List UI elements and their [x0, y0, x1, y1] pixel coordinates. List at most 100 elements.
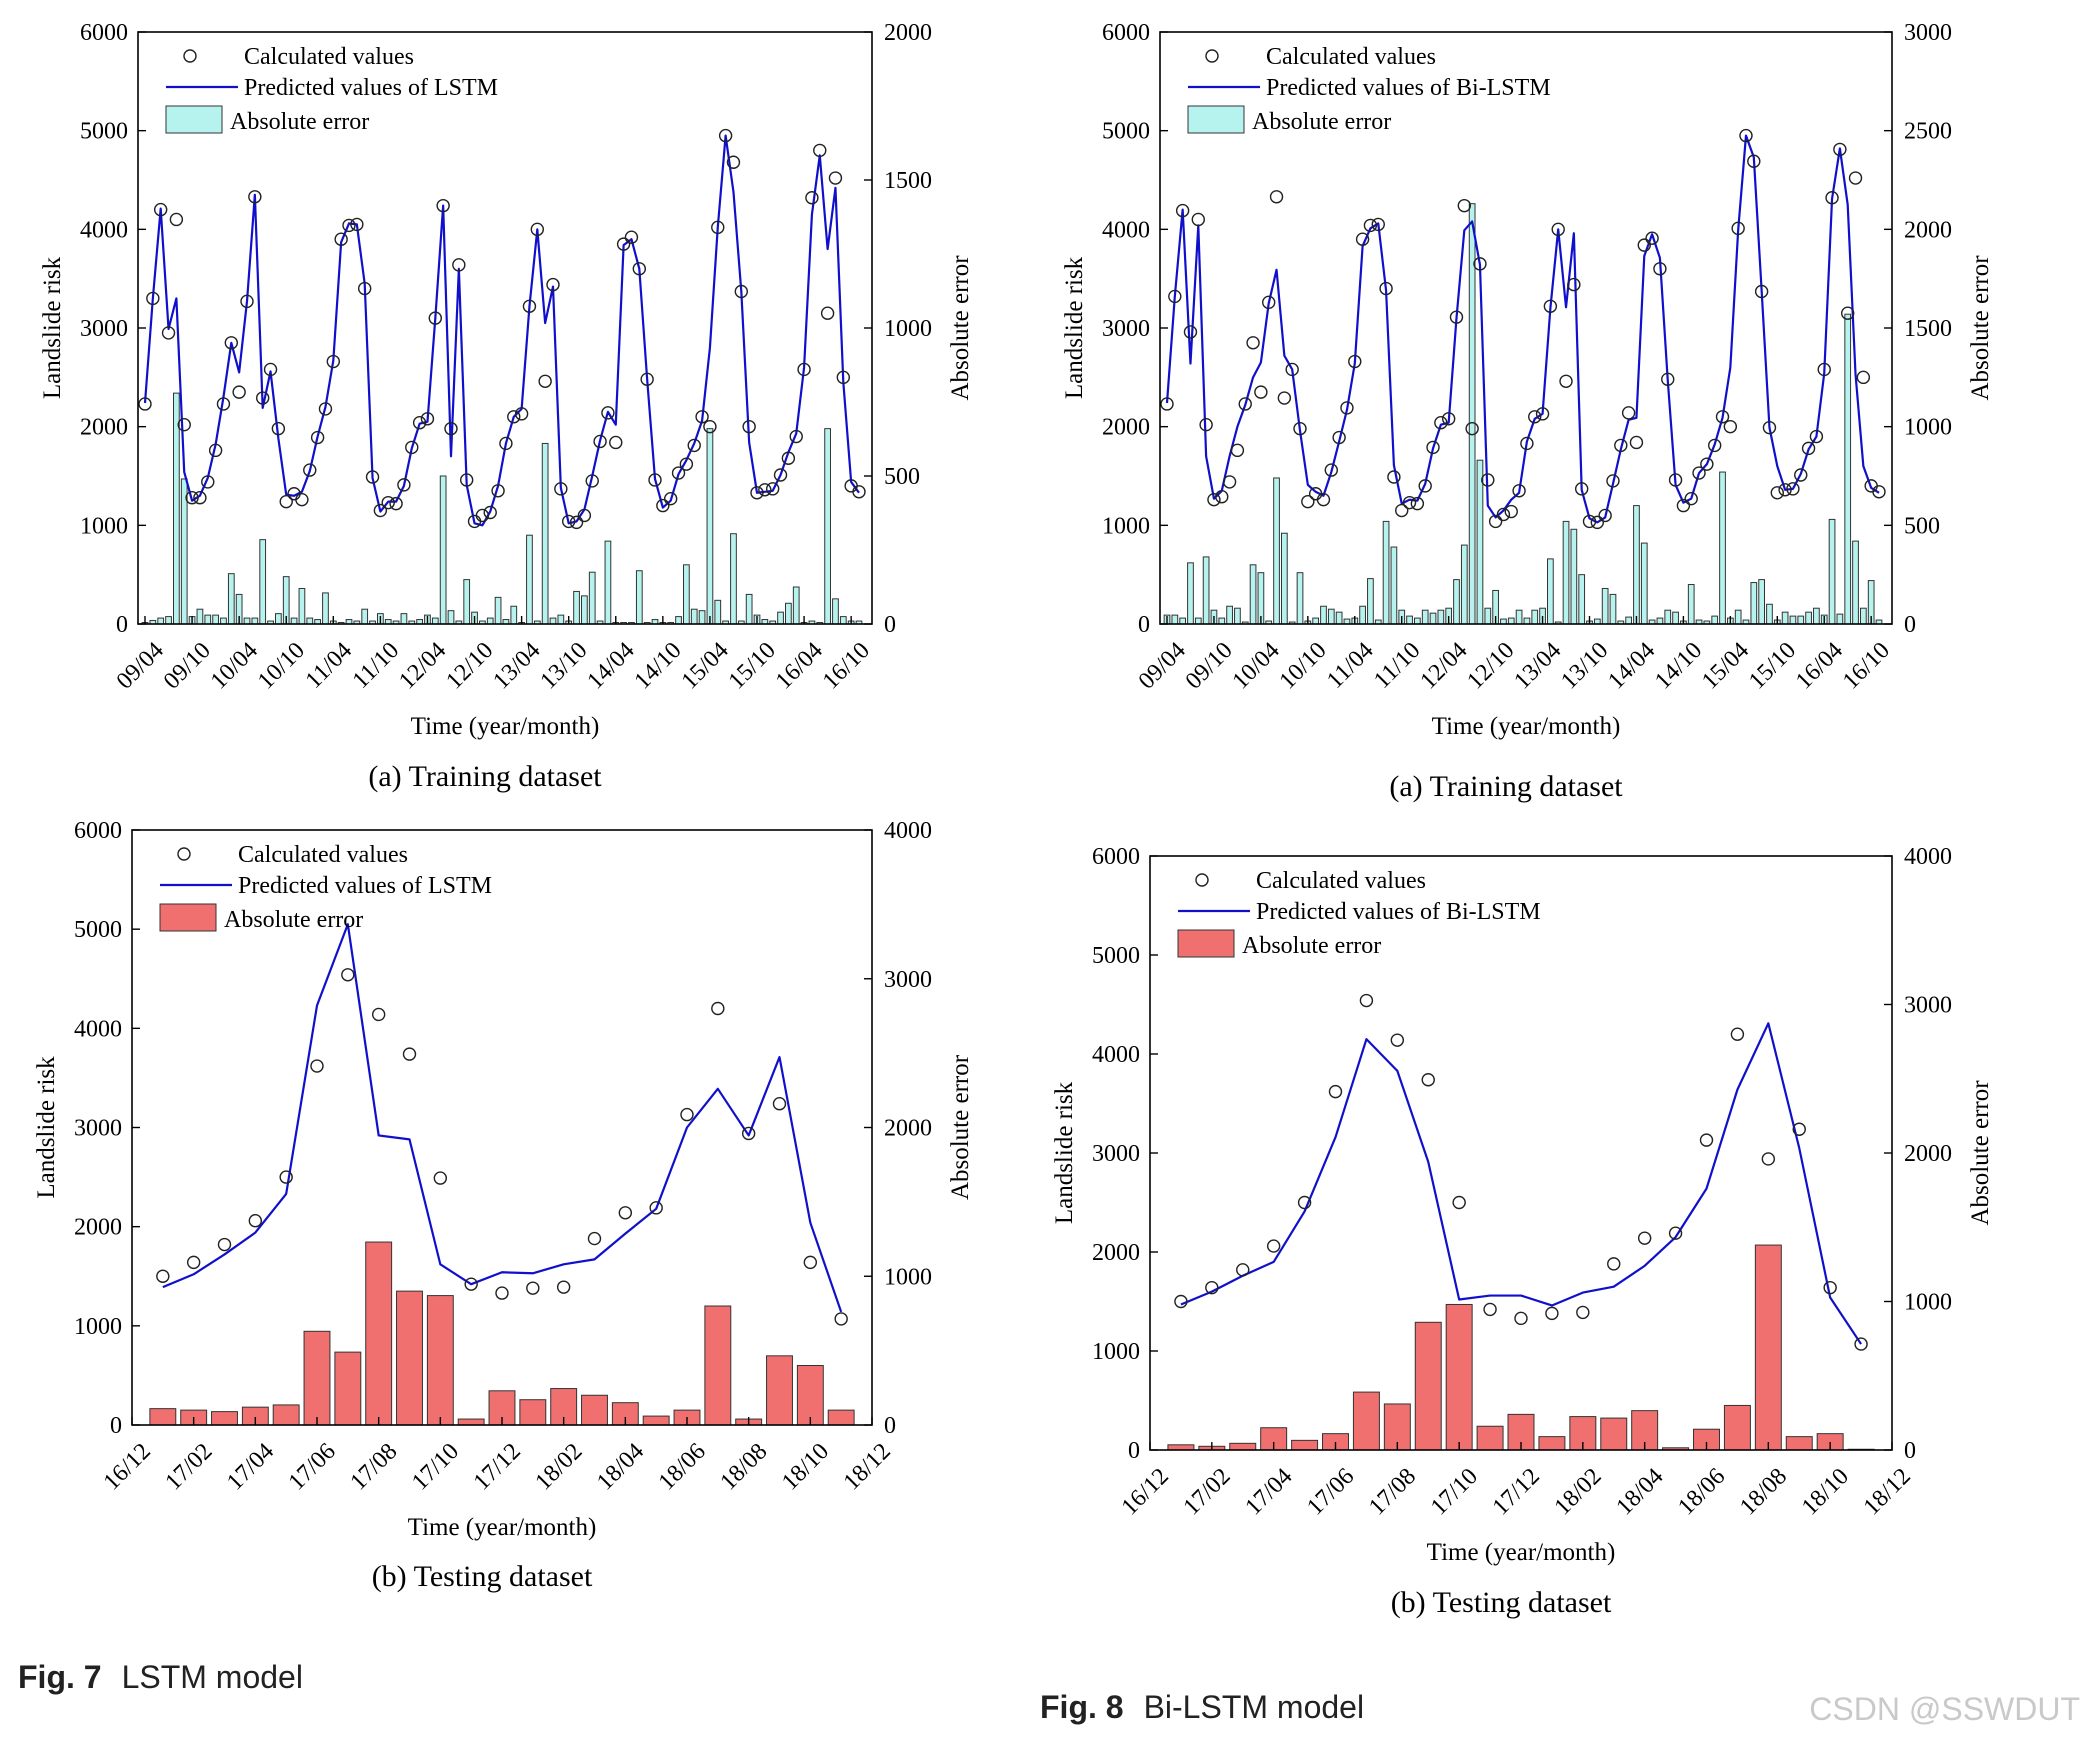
- x-tick-label: 18/02: [530, 1438, 587, 1495]
- y2-tick-label: 500: [1904, 513, 1940, 539]
- y-tick-label: 4000: [1102, 217, 1150, 243]
- x-tick-label: 17/12: [469, 1438, 526, 1495]
- calculated-point: [1730, 1027, 1745, 1041]
- calculated-point: [433, 1171, 448, 1185]
- x-tick-label: 13/10: [1556, 637, 1613, 694]
- calculated-point: [402, 1047, 417, 1061]
- y-axis-title: Landslide risk: [1061, 256, 1088, 399]
- calculated-point: [420, 412, 435, 426]
- calculated-point: [1236, 1263, 1250, 1277]
- error-bar: [1562, 520, 1570, 625]
- calculated-point: [1692, 466, 1706, 480]
- x-tick-label: 18/06: [654, 1438, 711, 1495]
- y-tick-label: 6000: [80, 20, 128, 46]
- calculated-point: [1653, 262, 1667, 276]
- calculated-point: [1731, 221, 1745, 236]
- x-tick-label: 17/08: [345, 1438, 402, 1495]
- calculated-point: [711, 1001, 725, 1016]
- y-tick-label: 3000: [80, 316, 128, 342]
- calculated-point: [1266, 1239, 1281, 1253]
- x-tick-label: 10/04: [206, 637, 263, 694]
- error-bar: [1609, 593, 1617, 625]
- error-bar: [212, 614, 219, 625]
- calculated-point: [161, 326, 176, 340]
- error-bar: [1852, 540, 1859, 625]
- calculated-point: [169, 212, 184, 227]
- calculated-point: [1582, 514, 1597, 529]
- error-bar: [1390, 546, 1398, 625]
- calculated-point: [1520, 436, 1534, 451]
- y-tick-label: 1000: [80, 513, 128, 539]
- x-tick-label: 10/04: [1228, 637, 1285, 694]
- calculated-point: [1792, 1122, 1806, 1136]
- x-tick-label: 16/10: [818, 637, 875, 694]
- error-bar: [334, 1351, 362, 1426]
- calculated-point: [1390, 1033, 1405, 1047]
- calculated-point: [1606, 474, 1620, 488]
- predicted-line: [162, 923, 843, 1313]
- y-tick-label: 3000: [1092, 1141, 1140, 1167]
- x-tick-label: 17/12: [1488, 1463, 1545, 1520]
- calculated-point: [146, 291, 160, 306]
- x-tick-label: 12/10: [441, 637, 498, 694]
- calculated-point: [248, 1214, 263, 1228]
- calculated-point: [1160, 397, 1174, 411]
- error-bar: [1179, 617, 1187, 625]
- y2-tick-label: 4000: [884, 818, 932, 844]
- error-bar: [400, 613, 408, 625]
- calculated-point: [1854, 1337, 1868, 1351]
- y2-tick-label: 0: [884, 1413, 896, 1439]
- calculated-point: [177, 417, 191, 432]
- calculated-point: [271, 421, 286, 436]
- error-bar: [1672, 611, 1679, 625]
- calculated-point: [1551, 222, 1565, 237]
- calculated-point: [507, 410, 521, 424]
- error-bar: [486, 617, 494, 625]
- error-bar: [1750, 582, 1758, 625]
- error-bar: [1414, 1321, 1442, 1451]
- calculated-point: [1833, 142, 1847, 157]
- calculated-point: [1825, 191, 1839, 205]
- error-bar: [796, 1365, 824, 1426]
- error-bar: [1711, 615, 1719, 625]
- calculated-point: [1528, 410, 1542, 424]
- calculated-point: [1434, 416, 1448, 430]
- calculated-point: [495, 1286, 509, 1300]
- y2-tick-label: 2500: [1904, 119, 1952, 145]
- error-bar: [1507, 617, 1515, 625]
- x-tick-label: 18/04: [1611, 1463, 1668, 1520]
- error-bar: [698, 610, 706, 625]
- error-bar: [272, 1404, 300, 1426]
- x-tick-label: 17/04: [222, 1438, 279, 1495]
- error-bar: [1281, 532, 1288, 625]
- y-tick-label: 1000: [74, 1314, 122, 1340]
- calculated-point: [248, 190, 262, 204]
- calculated-point: [1496, 507, 1511, 522]
- error-bar: [526, 534, 533, 625]
- calculated-point: [483, 505, 497, 520]
- y2-tick-label: 4000: [1904, 844, 1952, 870]
- calculated-point: [1473, 257, 1487, 271]
- error-bar: [243, 617, 251, 625]
- error-bar: [1687, 584, 1695, 625]
- calculated-point: [1457, 198, 1472, 213]
- calculated-point: [1238, 397, 1252, 411]
- calculated-point: [326, 354, 341, 369]
- legend-calculated-label: Calculated values: [1256, 868, 1426, 894]
- error-bar: [298, 587, 306, 625]
- calculated-point: [1205, 1280, 1219, 1295]
- calculated-point: [1426, 440, 1440, 455]
- x-tick-label: 16/04: [1791, 637, 1848, 694]
- calculated-point: [216, 397, 231, 411]
- error-bar: [1785, 1436, 1813, 1451]
- y-tick-label: 4000: [80, 217, 128, 243]
- calculated-point: [153, 202, 168, 217]
- calculated-point: [1629, 435, 1644, 450]
- calculated-point: [1183, 325, 1198, 339]
- calculated-point: [224, 336, 239, 350]
- x-tick-label: 17/06: [1302, 1463, 1359, 1520]
- calculated-point: [138, 397, 152, 411]
- calculated-point: [1567, 277, 1581, 292]
- error-bar: [777, 611, 784, 625]
- y-tick-label: 3000: [74, 1116, 122, 1142]
